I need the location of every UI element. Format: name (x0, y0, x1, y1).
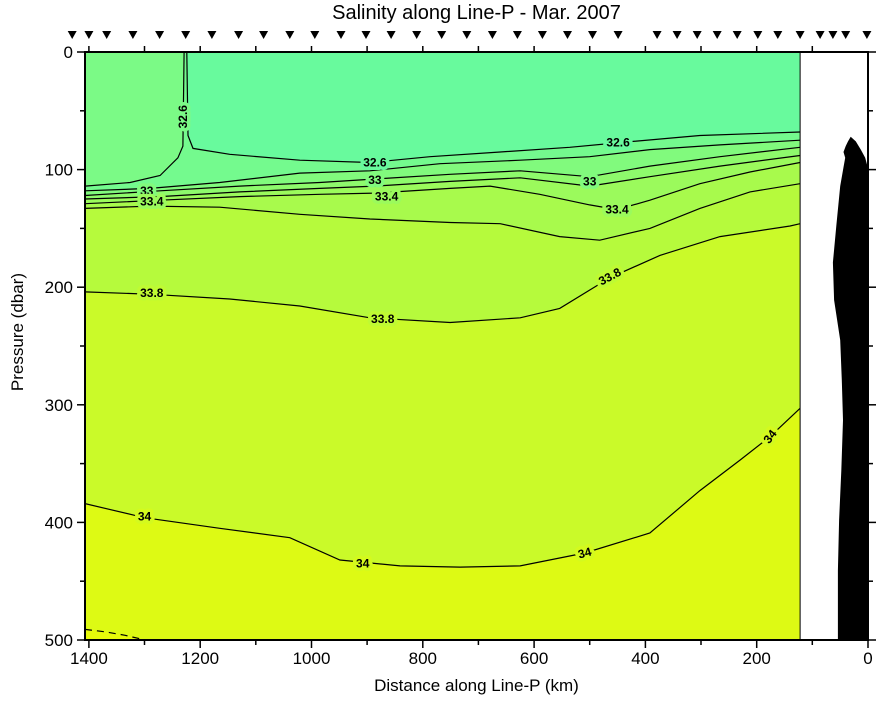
station-marker (437, 31, 447, 39)
station-marker (128, 31, 138, 39)
y-tick-label: 400 (45, 513, 73, 532)
contour-label-33: 33 (140, 184, 154, 198)
contour-line-33.2 (85, 154, 801, 200)
contour-label-33.4: 33.4 (140, 194, 164, 208)
station-marker (181, 31, 191, 39)
band-below-dashed (85, 629, 144, 640)
contour-bands (85, 52, 801, 640)
contour-label-33: 33 (368, 173, 382, 187)
station-marker (207, 31, 217, 39)
station-marker (795, 31, 805, 39)
station-marker (234, 31, 244, 39)
station-marker (563, 31, 572, 39)
station-marker (828, 31, 838, 39)
contour-label-33.4: 33.4 (605, 203, 629, 217)
station-marker (259, 31, 269, 39)
station-marker (412, 31, 422, 39)
station-marker (512, 31, 522, 39)
contour-label-32.6: 32.6 (176, 105, 190, 129)
station-marker (692, 31, 702, 39)
station-marker (102, 31, 112, 39)
station-marker (862, 31, 872, 39)
station-marker (310, 31, 320, 39)
bathymetry-silhouette (832, 136, 868, 640)
station-marker (386, 31, 396, 39)
station-marker (588, 31, 597, 39)
contour-line-33.8 (85, 223, 801, 324)
station-marker (84, 31, 94, 39)
station-marker (155, 31, 165, 39)
station-marker (336, 31, 346, 39)
contour-line-32.8 (85, 139, 801, 192)
contour-label-34: 34 (356, 557, 370, 571)
y-tick-label: 200 (45, 278, 73, 297)
x-tick-label: 1400 (70, 649, 108, 668)
station-marker (652, 31, 662, 39)
station-marker (841, 31, 851, 39)
x-tick-label: 0 (863, 649, 872, 668)
contour-label-33.4: 33.4 (375, 190, 399, 204)
station-marker (537, 31, 547, 39)
contour-line-33.4 (85, 161, 801, 211)
station-marker (815, 31, 825, 39)
station-marker (773, 31, 783, 39)
axis-ticks (77, 46, 876, 648)
x-tick-label: 200 (743, 649, 771, 668)
station-marker (67, 31, 77, 39)
y-tick-label: 0 (64, 43, 73, 62)
station-marker (712, 31, 722, 39)
contour-line-33.6 (85, 183, 801, 241)
contour-line-34 (85, 407, 801, 568)
x-tick-label: 800 (409, 649, 437, 668)
contour-label-32.6: 32.6 (606, 136, 630, 150)
y-tick-label: 300 (45, 396, 73, 415)
contour-label-32.6: 32.6 (363, 156, 387, 170)
station-marker (613, 31, 623, 39)
station-markers (67, 31, 872, 39)
contour-line-32.6 (85, 52, 801, 187)
station-marker (285, 31, 295, 39)
station-marker (462, 31, 472, 39)
contour-line-33 (85, 146, 801, 197)
contour-label-33.8: 33.8 (140, 286, 164, 300)
x-axis-label: Distance along Line-P (km) (374, 676, 579, 695)
chart-title: Salinity along Line-P - Mar. 2007 (332, 2, 621, 24)
station-marker (672, 31, 682, 39)
x-tick-label: 1000 (293, 649, 331, 668)
x-tick-label: 1200 (181, 649, 219, 668)
band-below-34 (85, 408, 801, 640)
tick-labels: 1400 1200 1000 800 600 400 200 0 0 100 200 300 400 50… (45, 43, 873, 668)
contour-label-34: 34 (138, 510, 152, 524)
contour-label-33: 33 (583, 174, 597, 188)
contour-lines (85, 52, 801, 640)
y-tick-label: 100 (45, 161, 73, 180)
x-tick-label: 400 (631, 649, 659, 668)
station-marker (487, 31, 497, 39)
contour-label-33.8: 33.8 (371, 312, 395, 326)
x-tick-label: 600 (520, 649, 548, 668)
station-marker (753, 31, 763, 39)
y-tick-label: 500 (45, 631, 73, 650)
station-marker (361, 31, 371, 39)
contour-line-dashed (85, 628, 146, 640)
band-fresh-surface (85, 52, 185, 187)
station-marker (732, 31, 742, 39)
